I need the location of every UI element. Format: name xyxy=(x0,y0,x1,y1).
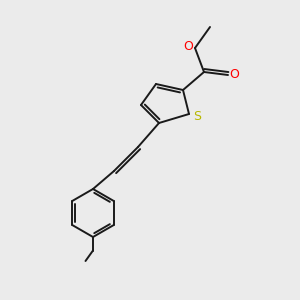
Text: O: O xyxy=(230,68,239,82)
Text: S: S xyxy=(194,110,201,124)
Text: O: O xyxy=(184,40,193,53)
